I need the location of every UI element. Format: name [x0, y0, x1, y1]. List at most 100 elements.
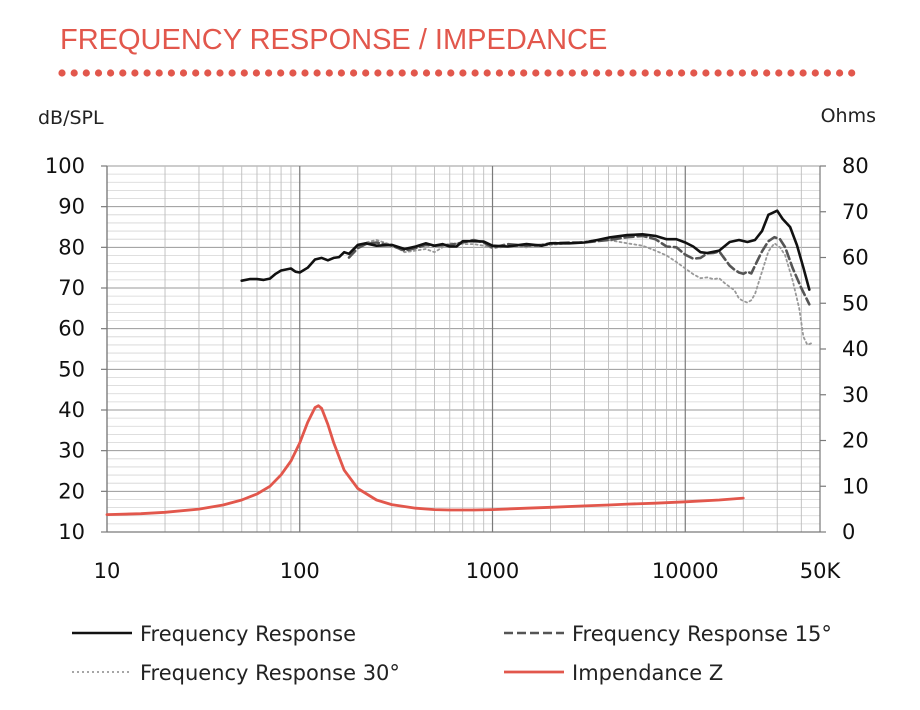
title-rule-dot [580, 69, 589, 77]
title-rule-dot [507, 69, 516, 77]
title-rule-dot [641, 69, 649, 77]
title-rule-dot [726, 69, 734, 77]
chart-title: FREQUENCY RESPONSE / IMPEDANCE [60, 24, 607, 56]
title-rule-dot [495, 69, 503, 77]
title-rule-dot [82, 69, 90, 77]
title-rule-dot [143, 69, 151, 77]
plot-grid [106, 165, 821, 533]
right-tick-label: 60 [842, 246, 869, 270]
legend-label: Frequency Response [140, 622, 356, 646]
title-rule-dot [544, 69, 552, 77]
title-rule-dot [216, 69, 224, 77]
title-rule-dot [337, 69, 345, 77]
series-line-2 [356, 239, 813, 346]
title-rule-dot [629, 69, 637, 77]
title-rule-dot [702, 69, 710, 77]
title-rule-dot [386, 69, 394, 77]
title-rule-dot [422, 69, 431, 77]
title-rule-dot [265, 69, 273, 77]
title-rule-dot [277, 69, 285, 77]
right-tick-label: 10 [842, 474, 869, 498]
left-tick-label: 40 [58, 398, 85, 422]
right-tick-label: 30 [842, 383, 869, 407]
right-tick-label: 0 [842, 520, 855, 544]
series-lines [105, 209, 813, 516]
left-tick-label: 60 [58, 317, 85, 341]
title-rule-dot [532, 69, 540, 77]
title-rule-dot [483, 69, 491, 77]
axis-ticks: 1009080706050403020108070605040302010010… [45, 154, 869, 583]
title-rule-dot [240, 69, 248, 77]
title-rule-dot [70, 69, 78, 77]
title-rule-dot [398, 69, 406, 77]
legend: Frequency Response Frequency Response 15°… [72, 622, 832, 685]
x-tick-label: 100 [280, 559, 320, 583]
right-tick-label: 40 [842, 337, 869, 361]
title-rule-dot [155, 69, 163, 77]
title-rule-dot [435, 69, 443, 77]
right-tick-label: 80 [842, 154, 869, 178]
title-rule-dot [350, 69, 358, 77]
title-rule-dot [313, 69, 321, 77]
title-rule-dot [653, 69, 661, 77]
title-rule-dot [750, 69, 759, 77]
right-tick-label: 50 [842, 291, 869, 315]
title-rule-dot [58, 69, 66, 77]
title-rule-dot [228, 69, 236, 77]
x-tick-label: 10 [94, 559, 121, 583]
right-tick-label: 70 [842, 200, 869, 224]
series-line-3 [105, 404, 745, 516]
title-rule-dot [94, 69, 103, 77]
title-rule-dot [848, 69, 856, 77]
title-rule-dot [301, 69, 309, 77]
title-rule-dot [605, 69, 613, 77]
title-rule-dot [690, 69, 698, 77]
left-tick-label: 50 [58, 357, 85, 381]
x-tick-label: 10000 [652, 559, 719, 583]
left-tick-label: 10 [58, 520, 85, 544]
title-rule-dot [665, 69, 674, 77]
title-rule-dot [568, 69, 576, 77]
title-rule-dot [471, 69, 479, 77]
title-rule-dot [836, 69, 844, 77]
title-rule-dot [520, 69, 528, 77]
title-rule-dot [811, 69, 819, 77]
title-rule-dot [823, 69, 832, 77]
title-rule-dot [459, 69, 467, 77]
title-rule-dot [775, 69, 783, 77]
title-dotted-rule [58, 69, 856, 77]
title-rule-dot [617, 69, 625, 77]
title-rule-dot [678, 69, 686, 77]
x-tick-label: 50K [800, 559, 842, 583]
legend-label: Frequency Response 30° [140, 661, 400, 685]
left-tick-label: 30 [58, 439, 85, 463]
title-rule-dot [167, 69, 175, 77]
x-tick-label: 1000 [466, 559, 519, 583]
title-rule-dot [252, 69, 260, 77]
right-tick-label: 20 [842, 429, 869, 453]
title-rule-dot [362, 69, 370, 77]
title-rule-dot [714, 69, 722, 77]
title-rule-dot [593, 69, 601, 77]
title-rule-dot [325, 69, 333, 77]
left-tick-label: 100 [45, 154, 85, 178]
title-rule-dot [763, 69, 771, 77]
title-rule-dot [799, 69, 807, 77]
title-rule-dot [289, 69, 297, 77]
title-rule-dot [556, 69, 564, 77]
title-rule-dot [204, 69, 212, 77]
title-rule-dot [787, 69, 795, 77]
title-rule-dot [410, 69, 418, 77]
legend-label: Impendance Z [572, 661, 723, 685]
left-tick-label: 90 [58, 195, 85, 219]
title-rule-dot [447, 69, 455, 77]
left-tick-label: 70 [58, 276, 85, 300]
legend-label: Frequency Response 15° [572, 622, 832, 646]
title-rule-dot [179, 69, 188, 77]
series-line-0 [240, 209, 811, 291]
title-rule-dot [107, 69, 115, 77]
left-tick-label: 80 [58, 235, 85, 259]
left-tick-label: 20 [58, 479, 85, 503]
title-rule-dot [374, 69, 382, 77]
